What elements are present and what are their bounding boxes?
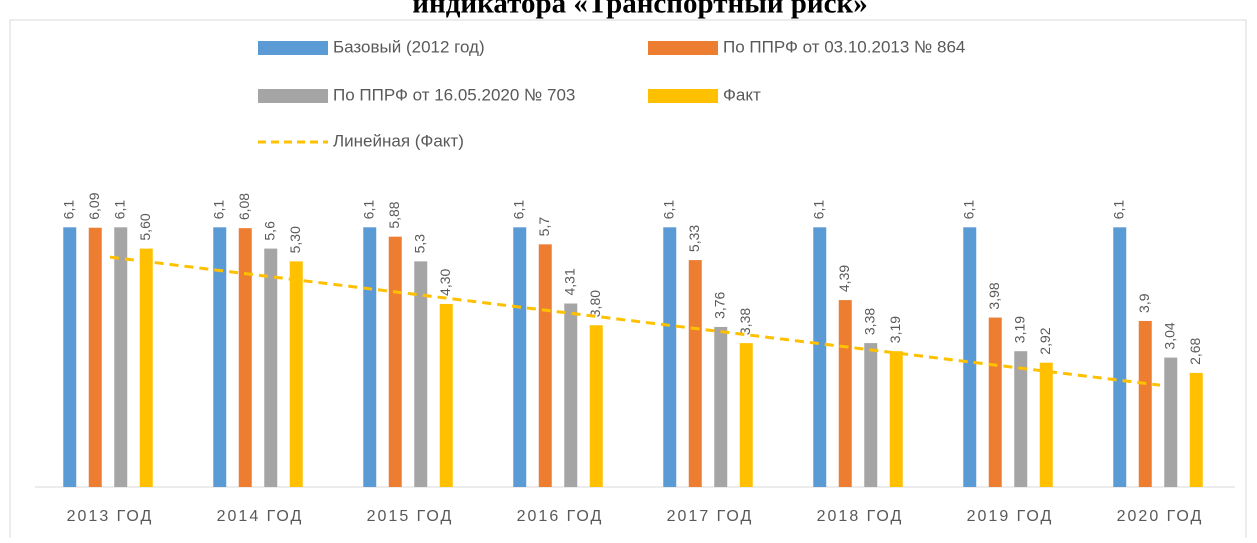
legend-label: По ППРФ от 16.05.2020 № 703 — [333, 85, 575, 104]
bar — [88, 227, 102, 488]
bar — [513, 227, 527, 488]
trend-line — [109, 255, 1161, 387]
chart-title: индикатора «Транспортный риск» — [412, 0, 867, 20]
legend-label: Линейная (Факт) — [333, 131, 464, 150]
bar — [889, 351, 903, 487]
bar — [813, 227, 827, 488]
value-label: 3,98 — [986, 282, 1002, 309]
bar — [1014, 351, 1028, 487]
value-label: 5,30 — [287, 226, 303, 253]
bar — [564, 303, 578, 487]
title-band — [0, 0, 1257, 19]
bar — [714, 326, 728, 487]
value-label: 3,04 — [1161, 322, 1177, 349]
bar — [388, 236, 402, 487]
bar — [1164, 357, 1178, 487]
value-label: 2,92 — [1037, 327, 1053, 354]
bar — [688, 260, 702, 487]
x-tick-label: 2014 ГОД — [217, 508, 304, 525]
value-label: 2,68 — [1187, 337, 1203, 364]
value-label: 5,6 — [261, 221, 277, 241]
value-label: 5,60 — [137, 213, 153, 240]
value-label: 5,7 — [536, 217, 552, 237]
bar — [1189, 372, 1203, 487]
value-label: 3,38 — [861, 308, 877, 335]
bar — [1113, 227, 1127, 488]
bar — [114, 227, 128, 488]
bar — [238, 228, 252, 487]
value-label: 6,1 — [810, 200, 826, 220]
value-label: 6,1 — [1110, 200, 1126, 220]
value-label: 5,88 — [386, 201, 402, 228]
legend-swatch — [258, 41, 328, 55]
legend-label: По ППРФ от 03.10.2013 № 864 — [723, 37, 965, 56]
value-label: 6,1 — [510, 200, 526, 220]
bar — [414, 261, 428, 487]
value-label: 5,3 — [411, 234, 427, 254]
bar — [589, 325, 603, 487]
value-label: 6,1 — [60, 200, 76, 220]
bar — [289, 261, 303, 487]
value-label: 4,30 — [437, 268, 453, 295]
x-tick-label: 2016 ГОД — [517, 508, 604, 525]
bar — [963, 227, 977, 488]
value-label: 3,80 — [587, 290, 603, 317]
legend-swatch — [648, 89, 718, 103]
bar — [988, 317, 1002, 487]
x-tick-label: 2018 ГОД — [817, 508, 904, 525]
x-tick-label: 2020 ГОД — [1117, 508, 1204, 525]
value-label: 6,1 — [210, 200, 226, 220]
bar — [213, 227, 227, 488]
value-label: 3,76 — [711, 291, 727, 318]
value-label: 4,39 — [836, 265, 852, 292]
x-tick-label: 2015 ГОД — [367, 508, 454, 525]
bar — [139, 248, 153, 487]
x-tick-label: 2019 ГОД — [967, 508, 1054, 525]
bar — [439, 303, 453, 487]
bar — [363, 227, 377, 488]
bar — [663, 227, 677, 488]
legend-swatch — [648, 41, 718, 55]
chart-frame — [9, 19, 1247, 543]
bar — [1039, 362, 1053, 487]
value-label: 3,19 — [1011, 316, 1027, 343]
value-label: 6,1 — [360, 200, 376, 220]
bar — [538, 244, 552, 487]
value-label: 3,9 — [1136, 293, 1152, 313]
value-label: 3,38 — [737, 308, 753, 335]
bar — [63, 227, 77, 488]
value-label: 6,1 — [111, 200, 127, 220]
value-label: 6,1 — [960, 200, 976, 220]
bar — [864, 343, 878, 487]
x-tick-label: 2017 ГОД — [667, 508, 754, 525]
x-tick-label: 2013 ГОД — [67, 508, 154, 525]
value-label: 6,1 — [660, 200, 676, 220]
value-label: 4,31 — [561, 268, 577, 295]
legend-swatch — [258, 89, 328, 103]
bar — [739, 343, 753, 487]
bar — [264, 248, 278, 487]
value-label: 6,08 — [236, 193, 252, 220]
value-label: 5,33 — [686, 225, 702, 252]
legend-label: Базовый (2012 год) — [333, 37, 485, 56]
legend-label: Факт — [723, 85, 761, 104]
bar — [1138, 320, 1152, 487]
value-label: 6,09 — [86, 192, 102, 219]
bar — [838, 300, 852, 487]
value-label: 3,19 — [887, 316, 903, 343]
